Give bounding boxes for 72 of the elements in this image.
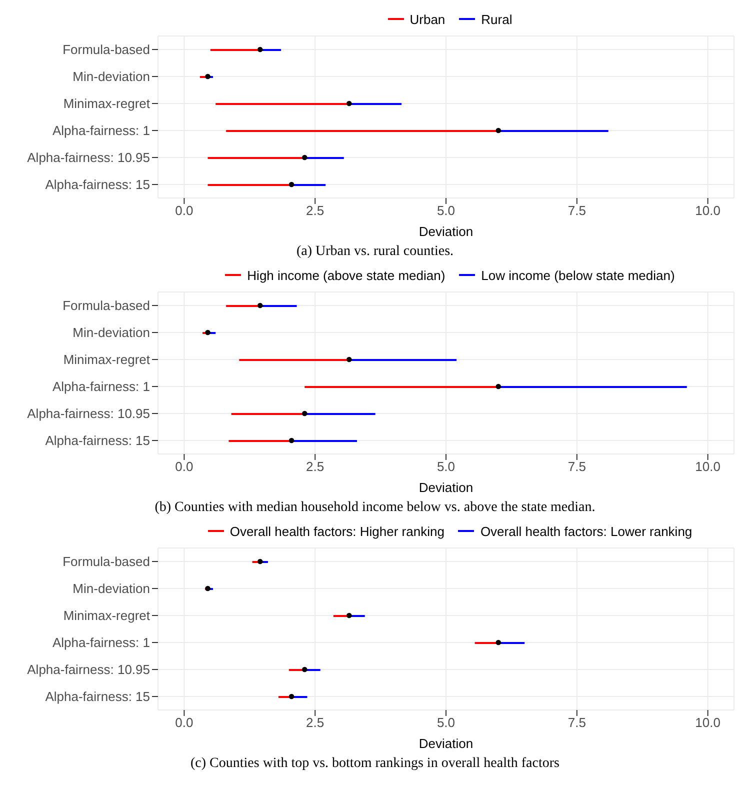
y-tick-label: Formula-based — [62, 42, 150, 58]
point — [257, 302, 263, 308]
point — [302, 666, 308, 672]
y-tick-label: Alpha-fairness: 1 — [52, 379, 150, 394]
y-tick-label: Alpha-fairness: 1 — [52, 635, 150, 650]
x-tick-label: 7.5 — [568, 203, 586, 218]
y-tick-label: Alpha-fairness: 10.95 — [27, 150, 150, 166]
x-tick-label: 7.5 — [568, 459, 586, 474]
y-tick-label: Min-deviation — [72, 325, 150, 340]
x-tick-label: 0.0 — [175, 203, 194, 218]
y-tick-label: Minimax-regret — [63, 96, 150, 112]
y-tick-label: Alpha-fairness: 15 — [45, 177, 150, 192]
y-tick-label: Minimax-regret — [63, 352, 150, 368]
point — [346, 612, 352, 618]
point — [288, 438, 294, 444]
y-tick-label: Alpha-fairness: 10.95 — [27, 662, 150, 678]
point — [302, 154, 308, 160]
x-axis-title: Deviation — [418, 480, 474, 495]
legend-label: Urban — [410, 12, 446, 26]
y-tick-label: Formula-based — [62, 554, 150, 570]
legend-label: Rural — [481, 12, 512, 26]
point — [205, 74, 210, 80]
x-tick-label: 5.0 — [436, 203, 456, 218]
bar — [349, 359, 456, 361]
bar — [349, 103, 402, 105]
x-tick-label: 5.0 — [436, 715, 456, 730]
y-tick-label: Minimax-regret — [63, 608, 150, 624]
bar — [304, 386, 498, 388]
y-tick-label: Alpha-fairness: 10.95 — [27, 406, 150, 422]
text: (b) Counties with median household income below vs. above the state median. — [154, 500, 596, 516]
legend-label: Overall health factors: Higher ranking — [230, 524, 444, 538]
x-tick-label: 0.0 — [175, 715, 194, 730]
x-tick-label: 5.0 — [436, 459, 456, 474]
point — [257, 46, 263, 52]
text: (c) Counties with top vs. bottom rankings in overall health factors — [190, 756, 560, 772]
bar — [304, 157, 344, 159]
x-tick-label: 10.0 — [695, 459, 720, 474]
point — [257, 558, 263, 564]
x-tick-label: 2.5 — [306, 203, 324, 218]
point — [496, 640, 502, 646]
y-tick-label: Min-deviation — [72, 69, 150, 84]
point — [205, 586, 210, 592]
y-tick-label: Formula-based — [62, 298, 150, 314]
point — [496, 384, 502, 390]
x-axis-title: Deviation — [418, 224, 474, 239]
x-tick-label: 2.5 — [306, 459, 324, 474]
legend-label: Low income (below state median) — [481, 268, 675, 282]
legend-label: High income (above state median) — [247, 268, 446, 282]
point — [346, 356, 352, 362]
bar — [292, 184, 326, 186]
point — [205, 330, 210, 336]
y-tick-label: Alpha-fairness: 1 — [52, 123, 150, 138]
bar — [226, 130, 498, 132]
x-tick-label: 7.5 — [568, 715, 586, 730]
text: (a) Urban vs. rural counties. — [295, 244, 455, 260]
y-tick-label: Alpha-fairness: 15 — [45, 689, 150, 704]
point — [288, 182, 294, 188]
x-tick-label: 0.0 — [175, 459, 194, 474]
y-tick-label: Alpha-fairness: 15 — [45, 433, 150, 448]
x-tick-label: 2.5 — [306, 715, 324, 730]
bar — [260, 305, 297, 307]
x-tick-label: 10.0 — [695, 203, 720, 218]
bar — [304, 413, 376, 415]
legend-label: Overall health factors: Lower ranking — [480, 524, 692, 538]
point — [302, 410, 308, 416]
y-tick-label: Min-deviation — [72, 581, 150, 596]
point — [346, 100, 352, 106]
x-axis-title: Deviation — [418, 736, 474, 751]
bar — [292, 440, 357, 442]
x-tick-label: 10.0 — [695, 715, 720, 730]
point — [496, 128, 502, 134]
point — [288, 694, 294, 700]
